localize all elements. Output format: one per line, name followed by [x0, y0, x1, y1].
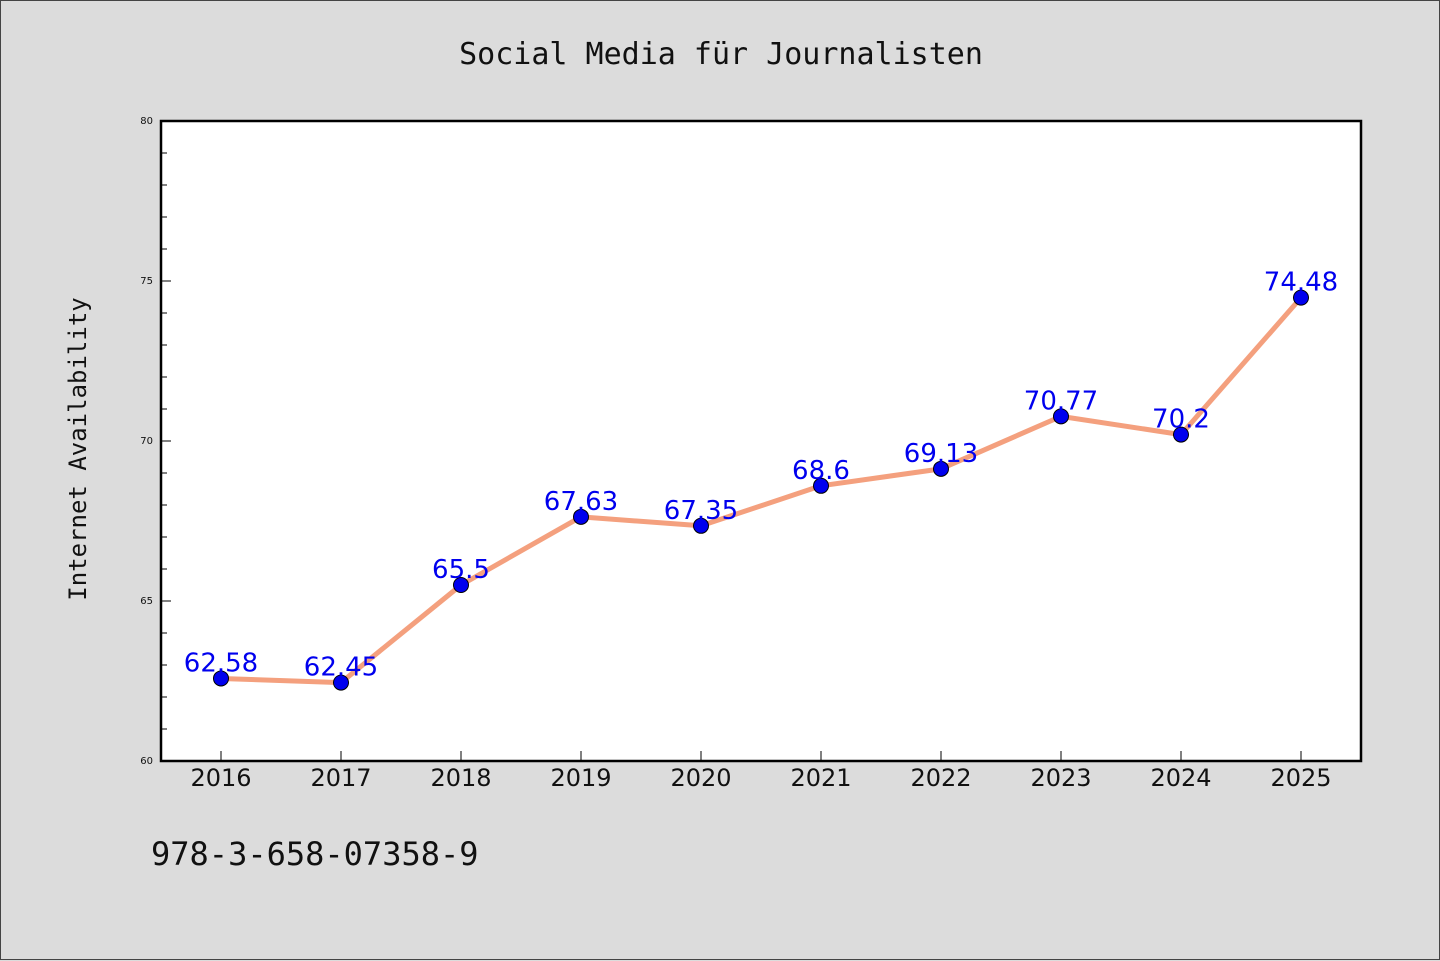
- chart-title: Social Media für Journalisten: [459, 37, 983, 72]
- data-label: 74.48: [1264, 268, 1338, 298]
- data-point: [333, 674, 349, 691]
- x-tick-label: 2021: [790, 764, 851, 792]
- data-label: 65.5: [432, 555, 490, 585]
- data-label: 70.2: [1152, 405, 1210, 435]
- x-tick-label: 2019: [550, 764, 611, 792]
- x-tick-label: 2025: [1270, 764, 1331, 792]
- x-tick-label: 2017: [310, 764, 371, 792]
- y-axis-ticks: 60 65 70 75 80: [140, 116, 171, 767]
- data-label: 70.77: [1024, 386, 1098, 416]
- data-point: [1173, 426, 1189, 443]
- data-label: 68.6: [792, 456, 850, 486]
- data-point: [1053, 408, 1069, 425]
- data-point: [813, 477, 829, 494]
- x-tick-label: 2018: [430, 764, 491, 792]
- x-tick-label: 2020: [670, 764, 731, 792]
- data-label: 62.45: [304, 653, 378, 683]
- y-tick-label: 65: [140, 596, 153, 607]
- data-labels: 62.58 62.45 65.5 67.63 67.35 68.6 69.13 70.77 70…: [184, 268, 1338, 683]
- plot-area: [159, 119, 1363, 763]
- data-point: [933, 460, 949, 477]
- data-point: [1293, 289, 1309, 306]
- data-label: 67.63: [544, 487, 618, 517]
- y-tick-label: 80: [140, 116, 153, 127]
- series-markers: [213, 289, 1309, 691]
- x-tick-label: 2023: [1030, 764, 1091, 792]
- y-tick-label: 70: [140, 436, 153, 447]
- data-label: 62.58: [184, 648, 258, 678]
- x-tick-label: 2024: [1150, 764, 1211, 792]
- y-tick-label: 75: [140, 276, 153, 287]
- x-tick-label: 2016: [190, 764, 251, 792]
- data-point: [213, 670, 229, 687]
- x-tick-label: 2022: [910, 764, 971, 792]
- isbn-text: 978-3-658-07358-9: [151, 835, 479, 873]
- y-tick-label: 60: [140, 756, 153, 767]
- series-line: [220, 295, 1303, 686]
- x-axis-ticks: 2016 2017 2018 2019 2020 2021 2022 2023 2024 2025: [190, 751, 1332, 792]
- data-point: [573, 508, 589, 525]
- data-point: [453, 577, 469, 593]
- y-axis-label: Internet Availability: [64, 297, 92, 600]
- data-point: [693, 517, 709, 534]
- data-label: 69.13: [904, 439, 978, 469]
- data-label: 67.35: [664, 496, 738, 526]
